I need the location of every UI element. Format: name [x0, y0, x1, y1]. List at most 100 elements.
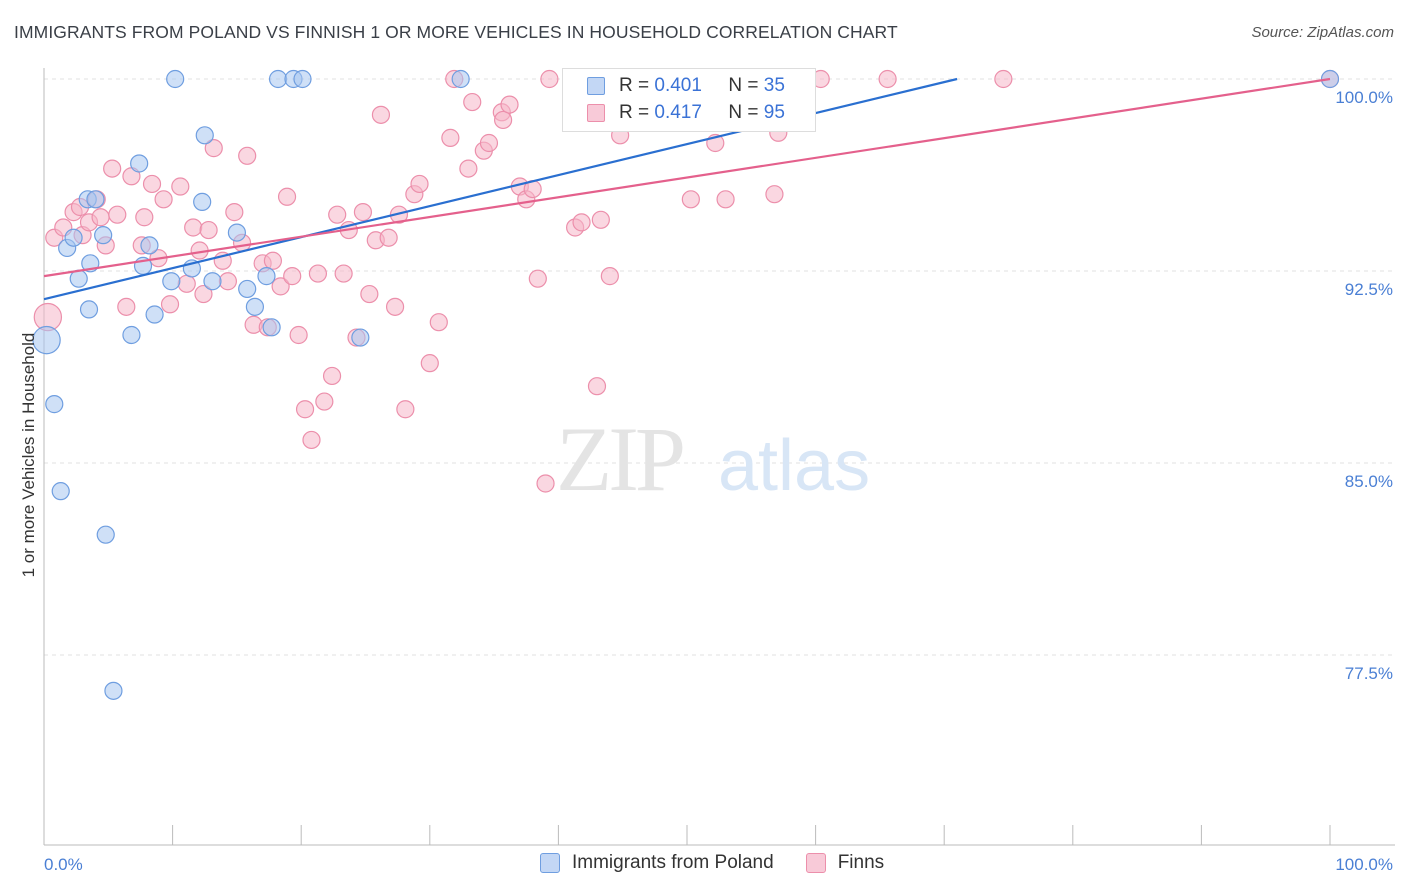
data-point	[681, 190, 700, 209]
data-point	[262, 318, 281, 337]
data-point	[268, 69, 288, 89]
bottom-legend-swatch-finns	[805, 853, 826, 873]
data-point	[166, 69, 185, 89]
legend-row-finns: R = 0.417 N = 95	[587, 102, 785, 124]
data-point	[479, 133, 499, 153]
data-point	[218, 272, 237, 291]
legend-r-value-finns: 0.417	[654, 102, 702, 123]
data-point	[353, 203, 373, 222]
x-tick-label: 100.0%	[1335, 855, 1393, 874]
data-point	[184, 218, 203, 237]
data-point	[283, 267, 302, 286]
data-point	[591, 210, 610, 229]
x-tick-label: 0.0%	[44, 855, 83, 874]
gridlines	[44, 78, 1395, 656]
data-point	[360, 284, 379, 304]
poland-points	[32, 69, 1340, 700]
data-point	[130, 154, 149, 173]
y-axis-label: 1 or more Vehicles in Household	[19, 333, 38, 578]
watermark-zip: ZIP	[556, 408, 683, 510]
legend-n-label: N =	[728, 75, 759, 96]
data-point	[351, 328, 370, 347]
data-point	[64, 228, 83, 247]
data-point	[135, 208, 154, 227]
watermark: ZIP atlas	[556, 408, 870, 510]
data-point	[203, 272, 222, 291]
data-point	[140, 236, 159, 255]
data-point	[103, 159, 122, 178]
legend-n-value-finns: 95	[763, 102, 785, 123]
data-point	[765, 185, 784, 204]
data-point	[193, 192, 212, 211]
data-point	[716, 190, 735, 209]
data-point	[295, 400, 315, 419]
finns-points	[33, 69, 1340, 493]
data-point	[451, 69, 470, 89]
data-point	[385, 297, 405, 316]
data-point	[51, 482, 70, 501]
data-point	[289, 325, 308, 345]
bottom-legend-poland: Immigrants from Poland	[540, 852, 774, 874]
data-point	[225, 203, 244, 222]
data-point	[108, 205, 127, 224]
legend-r-label: R =	[619, 75, 650, 96]
data-point	[536, 474, 555, 493]
data-point	[154, 190, 173, 209]
data-point	[194, 284, 213, 304]
data-point	[328, 205, 347, 224]
data-point	[379, 228, 398, 247]
data-point	[528, 269, 547, 288]
data-point	[878, 69, 897, 89]
data-point	[195, 126, 214, 145]
data-point	[96, 525, 115, 544]
correlation-legend: R = 0.401 N = 35 R = 0.417 N = 95	[562, 68, 816, 132]
data-point	[315, 392, 334, 411]
data-point	[302, 430, 321, 450]
data-point	[86, 190, 105, 209]
data-point	[122, 325, 141, 345]
data-point	[429, 313, 448, 332]
legend-swatch-finns	[587, 104, 605, 122]
bottom-legend: Immigrants from Poland Finns	[540, 852, 916, 874]
data-point	[994, 69, 1013, 89]
data-point	[177, 274, 196, 293]
data-point	[500, 95, 519, 114]
source-label: Source: ZipAtlas.com	[1251, 24, 1394, 41]
axes	[43, 68, 1395, 846]
legend-row-poland: R = 0.401 N = 35	[587, 75, 785, 97]
data-point	[117, 297, 136, 316]
finns-trendline	[43, 77, 1331, 278]
data-point	[463, 92, 482, 112]
y-tick-label: 77.5%	[1345, 664, 1393, 683]
data-point	[238, 279, 257, 299]
chart-title: IMMIGRANTS FROM POLAND VS FINNISH 1 OR M…	[14, 22, 898, 42]
data-point	[162, 272, 181, 291]
tick-labels: 100.0% 92.5% 85.0% 77.5% 0.0% 100.0%	[44, 88, 1393, 874]
data-point	[104, 681, 123, 700]
data-point	[441, 128, 460, 147]
data-point	[322, 366, 342, 386]
data-point	[410, 174, 429, 194]
data-point	[238, 146, 257, 165]
data-point	[600, 267, 619, 286]
data-point	[171, 177, 190, 196]
legend-r-value-poland: 0.401	[654, 75, 702, 96]
data-point	[94, 226, 113, 245]
bottom-legend-label-poland: Immigrants from Poland	[572, 852, 774, 873]
data-point	[145, 305, 164, 324]
y-tick-label: 100.0%	[1335, 88, 1393, 107]
data-point	[45, 395, 64, 414]
data-point	[277, 187, 297, 206]
data-point	[420, 354, 439, 373]
data-point	[160, 295, 180, 314]
data-point	[199, 220, 218, 240]
bottom-legend-swatch-poland	[540, 853, 560, 873]
data-point	[32, 325, 61, 355]
legend-swatch-poland	[587, 77, 605, 95]
data-point	[142, 174, 162, 194]
watermark-atlas: atlas	[718, 426, 870, 506]
data-point	[494, 110, 513, 130]
data-point	[587, 377, 607, 396]
bottom-legend-label-finns: Finns	[837, 852, 885, 873]
